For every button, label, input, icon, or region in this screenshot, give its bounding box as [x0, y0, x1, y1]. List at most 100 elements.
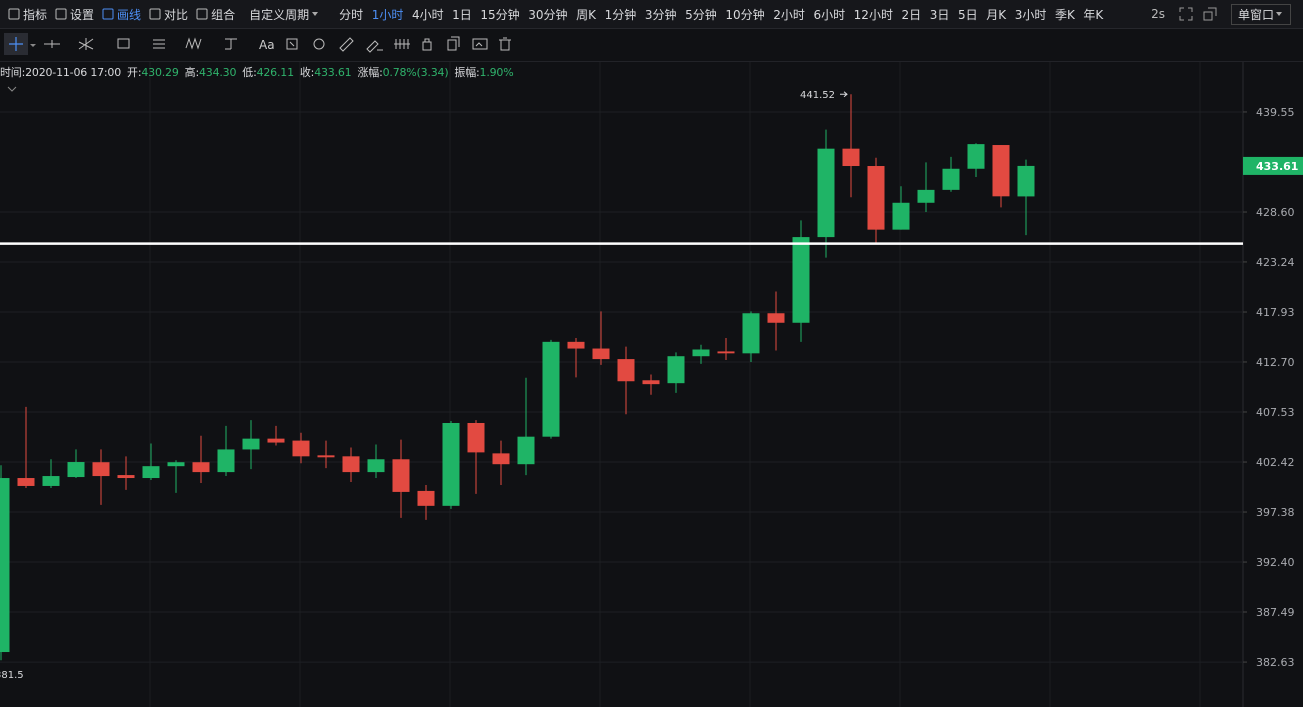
ohlc-info: 时间:2020-11-06 17:00 开:430.29 高:434.30 低:426… [0, 64, 519, 80]
window-mode-label[interactable]: 单窗口 [1237, 7, 1274, 22]
chart: 439.55 428.60 423.24 417.93 412.70 407.53 402.… [0, 62, 1303, 707]
measure-tool[interactable] [225, 38, 237, 50]
toolbar-item[interactable]: 组合 [196, 6, 235, 23]
ruler-tool[interactable] [339, 37, 354, 52]
line-tool[interactable] [44, 40, 60, 48]
window-mode[interactable]: 单窗口 [1230, 3, 1291, 25]
period-option[interactable]: 5分钟 [685, 7, 717, 22]
channel-tool[interactable] [153, 39, 165, 49]
pattern-tool[interactable] [185, 37, 202, 50]
period-option[interactable]: 3日 [929, 7, 950, 22]
y-tick-label: 397.38 [1256, 506, 1295, 519]
bars-tool[interactable] [394, 39, 410, 49]
candle-body [942, 168, 960, 190]
toolbar-item[interactable]: 设置 [55, 6, 94, 23]
toolbar-item[interactable]: 对比 [149, 6, 188, 23]
info-label: 涨幅: [357, 66, 383, 79]
info-label: 高: [184, 66, 200, 79]
right-controls: 2s 单窗口 [1151, 0, 1303, 28]
toolbar-icon [196, 8, 208, 20]
brush-tool[interactable] [286, 38, 298, 50]
period-option[interactable]: 12小时 [853, 7, 893, 22]
period-option[interactable]: 10分钟 [725, 7, 765, 22]
delete-tool[interactable] [499, 37, 511, 51]
period-option[interactable]: 年K [1083, 7, 1104, 22]
info-label: 低: [242, 66, 257, 79]
candle-body [367, 459, 385, 473]
min-marker: 381.5 [0, 670, 24, 681]
info-value: 430.29 [141, 66, 179, 79]
period-option[interactable]: 30分钟 [528, 7, 568, 22]
period-option[interactable]: 4小时 [411, 7, 444, 22]
candle-body [967, 144, 985, 169]
period-option[interactable]: 分时 [339, 7, 364, 22]
period-option[interactable]: 3分钟 [644, 7, 677, 22]
pencil-tool[interactable] [366, 40, 383, 53]
period-option[interactable]: 1小时 [371, 7, 404, 22]
period-option[interactable]: 3小时 [1014, 7, 1047, 22]
period-option[interactable]: 2小时 [773, 7, 805, 22]
period-option[interactable]: 6小时 [813, 7, 846, 22]
fullscreen-icon[interactable] [1179, 7, 1193, 21]
copy-tool[interactable] [447, 36, 460, 51]
candle-body [117, 475, 135, 479]
custom-period-label[interactable]: 自定义周期 [249, 7, 310, 22]
visibility-tool[interactable] [472, 38, 488, 50]
candle-body [817, 148, 835, 238]
refresh-rate[interactable]: 2s [1151, 7, 1165, 21]
info-value: 434.30 [198, 66, 237, 79]
y-tick-label: 428.60 [1256, 206, 1295, 219]
period-option[interactable]: 月K [986, 7, 1007, 22]
period-option[interactable]: 1分钟 [604, 7, 637, 22]
period-option[interactable]: 5日 [958, 7, 978, 22]
candle-body [342, 456, 360, 473]
toolbar-label[interactable]: 指标 [23, 7, 48, 22]
toolbar-label[interactable]: 组合 [211, 7, 236, 22]
candle-body [517, 436, 535, 465]
period-option[interactable]: 季K [1054, 7, 1075, 22]
period-option[interactable]: 15分钟 [480, 7, 520, 22]
drawing-toolbar: Aa [0, 29, 1303, 62]
dropdown-arrow [312, 12, 319, 16]
top-toolbar: 指标 设置 画线 对比 组合 自定义周期 分时 1小时 4小时 1日 15分钟 30分钟 周K 1分钟… [0, 0, 1303, 29]
last-price-tag [1243, 156, 1303, 175]
period-list: 分时 1小时 4小时 1日 15分钟 30分钟 周K 1分钟 3分钟 5分钟 10分钟 2小时 6小时 1… [339, 6, 1112, 23]
toolbar-label[interactable]: 设置 [70, 7, 95, 22]
candle-body [642, 380, 660, 385]
candle-body [192, 462, 210, 473]
max-marker: 441.52 [800, 90, 835, 101]
toolbar-item[interactable]: 画线 [102, 6, 141, 23]
magnet-tool[interactable] [313, 38, 325, 50]
candle-body [417, 490, 435, 506]
last-price-label: 433.61 [1256, 160, 1298, 173]
lock-tool[interactable] [422, 38, 432, 51]
custom-period[interactable]: 自定义周期 [249, 6, 321, 23]
fib-tool[interactable] [78, 38, 94, 50]
y-tick-label: 439.55 [1256, 106, 1295, 119]
text-tool[interactable]: Aa [259, 38, 275, 52]
period-option[interactable]: 2日 [901, 7, 922, 22]
y-tick-label: 387.49 [1256, 606, 1295, 619]
toolbar-icon [102, 8, 114, 20]
period-option[interactable]: 周K [576, 7, 597, 22]
period-option[interactable]: 1日 [452, 7, 472, 22]
info-value: 1.90% [479, 66, 514, 79]
shape-tool[interactable] [117, 38, 130, 49]
info-value: 0.78%(3.34) [382, 66, 449, 79]
collapse-chevron[interactable] [6, 84, 18, 94]
candle-body [567, 341, 585, 349]
candle-body [617, 359, 635, 382]
toolbar-icon [55, 8, 67, 20]
window-icon[interactable] [1203, 7, 1217, 21]
info-label: 收: [299, 66, 315, 79]
toolbar-label[interactable]: 画线 [117, 7, 142, 22]
toolbar-icon [8, 8, 20, 20]
toolbar-label[interactable]: 对比 [164, 7, 189, 22]
info-label: 开: [127, 66, 142, 79]
candle-body [217, 449, 235, 473]
candle-body [892, 202, 910, 230]
toolbar-icon [149, 8, 161, 20]
candle-body [767, 313, 785, 323]
toolbar-item[interactable]: 指标 [8, 6, 47, 23]
